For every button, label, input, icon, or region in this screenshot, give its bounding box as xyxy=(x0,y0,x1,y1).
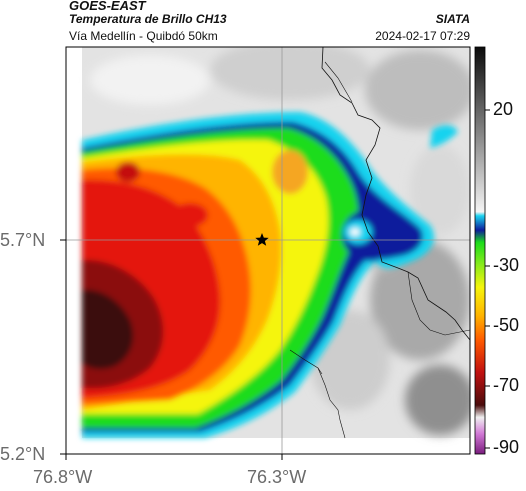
colorbar-label: -50 xyxy=(493,315,520,335)
satellite-title: GOES-EAST xyxy=(69,0,146,13)
lat-tick-label: 5.7°N xyxy=(0,230,46,250)
colorbar-label: -70 xyxy=(493,375,520,395)
colorbar-label: -30 xyxy=(493,255,520,275)
agency-label: SIATA xyxy=(435,12,470,26)
satellite-image xyxy=(66,47,470,454)
colorbar-label: 20 xyxy=(493,99,514,119)
star-marker xyxy=(255,233,269,246)
lat-tick-label: 5.2°N xyxy=(0,444,46,464)
colorbar-label: -90 xyxy=(493,437,520,457)
route-subtitle: Vía Medellín - Quibdó 50km xyxy=(69,29,218,43)
datetime-label: 2024-02-17 07:29 xyxy=(375,29,470,43)
product-title: Temperatura de Brillo CH13 xyxy=(69,12,227,26)
lon-tick-label: 76.3°W xyxy=(247,467,307,487)
colorbar xyxy=(474,46,486,455)
lon-tick-label: 76.8°W xyxy=(33,467,93,487)
